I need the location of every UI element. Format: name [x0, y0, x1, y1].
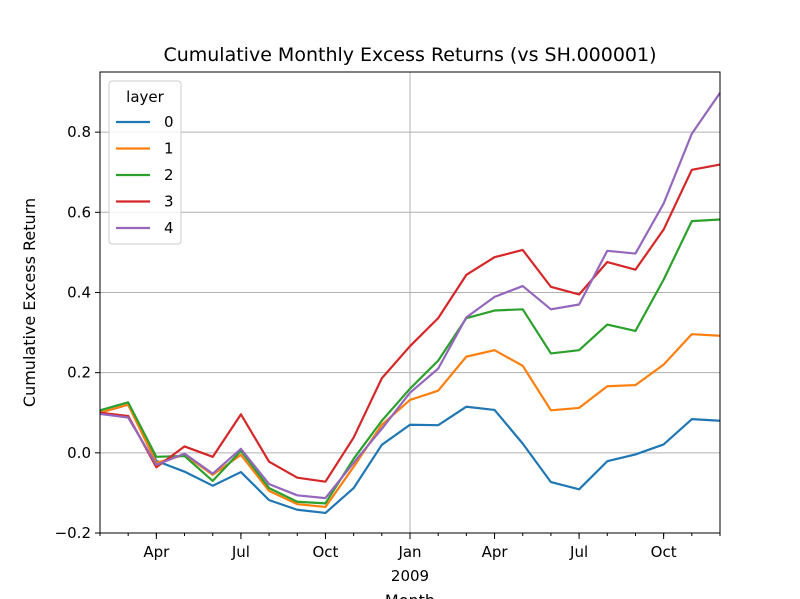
chart-title: Cumulative Monthly Excess Returns (vs SH…: [163, 44, 656, 66]
x-axis-title: Month: [385, 591, 435, 599]
y-tick-label: 0.2: [67, 364, 91, 382]
legend-label-0: 0: [164, 113, 174, 131]
y-axis-title: Cumulative Excess Return: [20, 198, 39, 407]
x-tick-year-label: 2009: [391, 567, 429, 585]
legend-items: 0 1 2 3 4: [116, 113, 174, 237]
y-tick-label: 0.0: [67, 444, 91, 462]
series-line-4: [99, 92, 721, 500]
y-tick-label: 0.4: [67, 283, 91, 301]
legend-label-3: 3: [164, 193, 174, 211]
x-tick-label: Jul: [569, 543, 588, 561]
x-tick-label: Jul: [231, 543, 250, 561]
legend-label-1: 1: [164, 140, 174, 158]
series-line-0: [99, 403, 721, 515]
x-tick-label: Apr: [143, 543, 170, 561]
y-tick-label: 0.8: [67, 123, 91, 141]
y-tick-label: 0.6: [67, 203, 91, 221]
legend-label-4: 4: [164, 219, 174, 237]
legend: layer 0 1 2 3 4: [108, 80, 182, 245]
x-tick-label: Oct: [651, 543, 677, 561]
x-tick-label: Jan: [397, 543, 421, 561]
y-axis-ticks: −0.2 0.0 0.2 0.4 0.6 0.8: [55, 123, 100, 542]
series-line-3: [99, 163, 721, 483]
series-line-2: [99, 218, 721, 505]
x-axis-ticks: Apr Jul Oct Jan 2009 Apr Jul Oct: [99, 533, 721, 585]
x-tick-label: Apr: [482, 543, 509, 561]
y-tick-label: −0.2: [55, 524, 91, 542]
series-lines: [99, 92, 721, 515]
legend-label-2: 2: [164, 166, 174, 184]
x-tick-label: Oct: [312, 543, 338, 561]
legend-title: layer: [126, 88, 164, 106]
